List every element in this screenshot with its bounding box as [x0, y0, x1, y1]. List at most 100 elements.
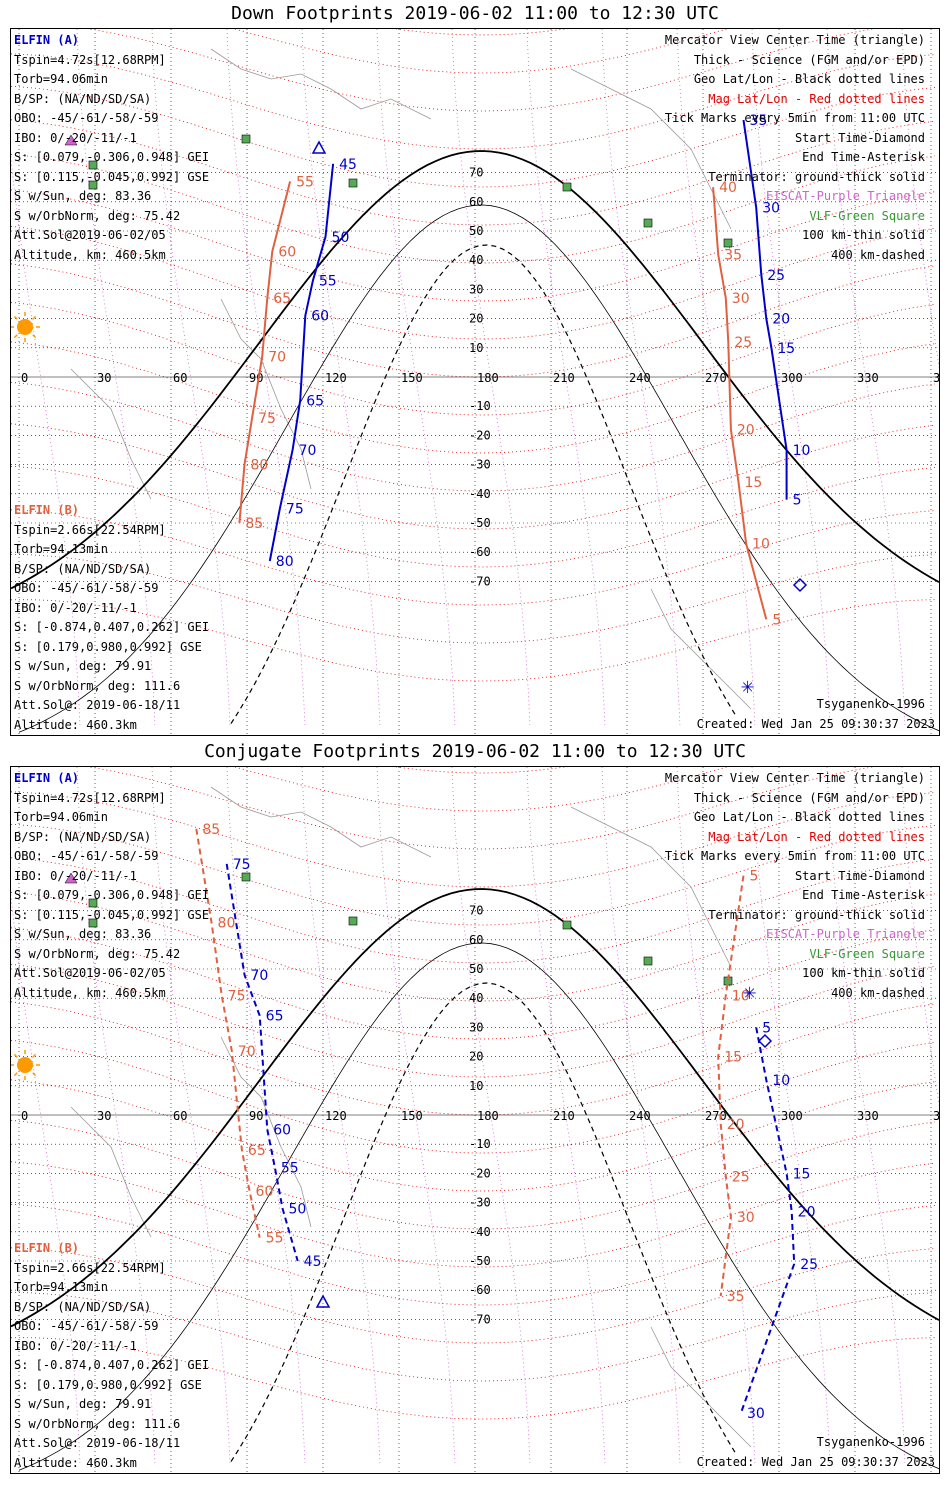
track-tick-label: 25 — [767, 268, 785, 284]
map-plot: 0306090120150180210240270300330360706050… — [11, 29, 939, 735]
vlf-square-icon — [723, 238, 733, 248]
terminator-100km — [18, 942, 939, 1471]
legend-thick: Thick - Science (FGM and/or EPD) — [693, 790, 925, 805]
map-plot: 0306090120150180210240270300330360706050… — [11, 767, 939, 1473]
elfin-a-line: Att.Sol@2019-06-02/05 — [14, 228, 166, 242]
mag-parallel — [11, 791, 936, 888]
lat-tick-label: -30 — [469, 458, 491, 472]
track-tick-label: 60 — [311, 309, 329, 325]
track-tick-label: 30 — [732, 291, 750, 307]
elfin-a-line: B/SP: (NA/ND/SD/SA) — [14, 829, 152, 844]
track-tick-label: 20 — [798, 1204, 816, 1220]
end-asterisk-icon: ✳ — [741, 674, 754, 699]
track-tick-label: 25 — [800, 1257, 818, 1273]
vlf-square-icon — [88, 898, 98, 908]
coastline — [650, 1326, 752, 1448]
lon-tick-label: 0 — [21, 1109, 28, 1123]
mag-parallel — [11, 1247, 936, 1344]
coastline — [210, 786, 432, 858]
mag-parallel — [11, 423, 936, 530]
elfin-a-line: S: [0.115,-0.045,0.992] GSE — [14, 907, 210, 922]
elfin-a-info: ELFIN (A) Tspin=4.72s[12.68RPM] Torb=94.… — [14, 31, 209, 265]
legend-thin: 100 km-thin solid — [802, 966, 925, 980]
legend-geo: Geo Lat/Lon - Black dotted lines — [693, 810, 925, 824]
track-tick-label: 25 — [732, 1169, 750, 1185]
elfin-a-track-2 — [740, 1027, 796, 1414]
track-tick-label: 45 — [339, 157, 357, 173]
lat-tick-label: -10 — [469, 399, 491, 413]
vlf-square-icon — [88, 180, 98, 190]
terminator-400km — [230, 244, 736, 724]
elfin-b-track — [195, 828, 261, 1238]
elfin-a-line: Tspin=4.72s[12.68RPM] — [14, 790, 166, 805]
mag-meridian — [751, 767, 831, 1464]
lat-tick-label: 60 — [469, 933, 483, 947]
track-tick-label: 15 — [724, 1050, 742, 1066]
lon-tick-label: 90 — [249, 371, 263, 385]
mag-meridian — [901, 29, 939, 369]
track-tick-label: 20 — [727, 1117, 745, 1133]
vlf-square-icon — [643, 956, 653, 966]
mag-meridian — [601, 767, 681, 1464]
created-label: Created: Wed Jan 25 09:30:37 2023 — [696, 717, 935, 731]
track-tick-label: 80 — [250, 458, 268, 474]
sun-ray — [13, 1072, 18, 1077]
terminator-ground — [11, 150, 939, 590]
elfin-b-line: B/SP: (NA/ND/SD/SA) — [14, 561, 152, 576]
elfin-a-track — [268, 163, 335, 562]
elfin-a-header: ELFIN (A) — [14, 771, 80, 785]
elfin-a-track — [225, 863, 299, 1262]
mag-parallel — [11, 553, 936, 644]
start-diamond-icon — [757, 1033, 773, 1049]
lon-tick-label: 360 — [933, 1109, 939, 1123]
lon-tick-label: 360 — [933, 371, 939, 385]
eiscat-triangle-icon — [64, 872, 78, 884]
track-tick-label: 75 — [228, 988, 246, 1004]
mag-meridian — [526, 29, 606, 726]
lat-tick-label: -40 — [469, 487, 491, 501]
mag-parallel — [11, 53, 936, 150]
track-tick-label: 5 — [793, 493, 802, 509]
lat-tick-label: 70 — [469, 904, 483, 918]
legend-dashed: 400 km-dashed — [831, 247, 925, 262]
elfin-b-line: S w/Sun, deg: 79.91 — [14, 1397, 152, 1411]
lon-tick-label: 30 — [97, 1109, 111, 1123]
coastline — [220, 1036, 312, 1228]
lon-tick-label: 150 — [401, 371, 423, 385]
elfin-a-line: OBO: -45/-61/-58/-59 — [14, 849, 159, 863]
lat-tick-label: -50 — [469, 1254, 491, 1268]
elfin-a-track-2 — [742, 119, 788, 500]
mag-meridian — [451, 767, 531, 1464]
elfin-a-line: OBO: -45/-61/-58/-59 — [14, 111, 159, 125]
legend-vlf: VLF-Green Square — [809, 208, 925, 223]
mag-meridian — [76, 29, 156, 726]
elfin-b-line: Torb=94.13min — [14, 542, 108, 556]
track-tick-label: 10 — [752, 536, 770, 552]
track-tick-label: 65 — [266, 1009, 284, 1025]
track-tick-label: 70 — [268, 350, 286, 366]
mag-parallel — [11, 1119, 936, 1230]
coastline — [70, 1106, 152, 1238]
mag-parallel — [11, 189, 936, 302]
lat-tick-label: -50 — [469, 516, 491, 530]
track-tick-label: 10 — [793, 443, 811, 459]
lon-tick-label: 330 — [857, 1109, 879, 1123]
elfin-b-track — [238, 181, 292, 524]
sun-ray — [13, 334, 18, 339]
model-label: Tsyganenko-1996 — [816, 1435, 925, 1449]
lon-tick-label: 270 — [705, 371, 727, 385]
lat-tick-label: 50 — [469, 962, 483, 976]
elfin-b-line: B/SP: (NA/ND/SD/SA) — [14, 1299, 152, 1314]
lat-tick-label: 70 — [469, 166, 483, 180]
mag-parallel — [11, 153, 936, 264]
elfin-b-info: ELFIN (B) Tspin=2.66s[22.54RPM] Torb=94.… — [14, 1239, 209, 1473]
elfin-a-line: S w/Sun, deg: 83.36 — [14, 927, 152, 941]
track-tick-label: 25 — [734, 335, 752, 351]
legend-mag: Mag Lat/Lon - Red dotted lines — [708, 91, 925, 106]
vlf-square-icon — [88, 160, 98, 170]
track-tick-label: 30 — [747, 1406, 765, 1422]
eiscat-triangle-icon — [64, 134, 78, 146]
lon-tick-label: 120 — [325, 371, 347, 385]
mag-meridian — [301, 29, 381, 726]
elfin-b-track-2 — [712, 187, 768, 620]
